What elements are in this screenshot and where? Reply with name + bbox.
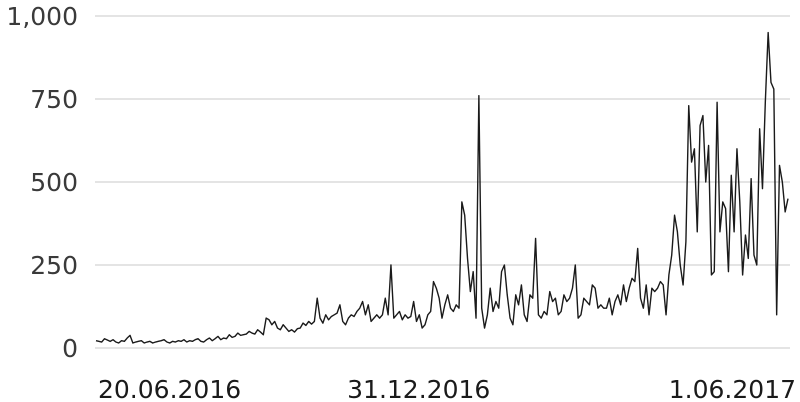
y-tick-label: 750 bbox=[30, 85, 78, 114]
y-tick-label: 0 bbox=[62, 334, 78, 363]
x-tick-label: 20.06.2016 bbox=[98, 375, 241, 402]
x-tick-label: 31.12.2016 bbox=[347, 375, 490, 402]
y-tick-label: 1,000 bbox=[6, 2, 78, 31]
series-line bbox=[95, 31, 789, 344]
y-axis-tick-labels: 0 250 500 750 1,000 bbox=[6, 2, 78, 363]
gridlines bbox=[95, 15, 790, 349]
x-axis-tick-labels: 20.06.2016 31.12.2016 1.06.2017 bbox=[98, 375, 796, 402]
y-tick-label: 500 bbox=[30, 168, 78, 197]
y-tick-label: 250 bbox=[30, 251, 78, 280]
x-tick-label: 1.06.2017 bbox=[669, 375, 796, 402]
